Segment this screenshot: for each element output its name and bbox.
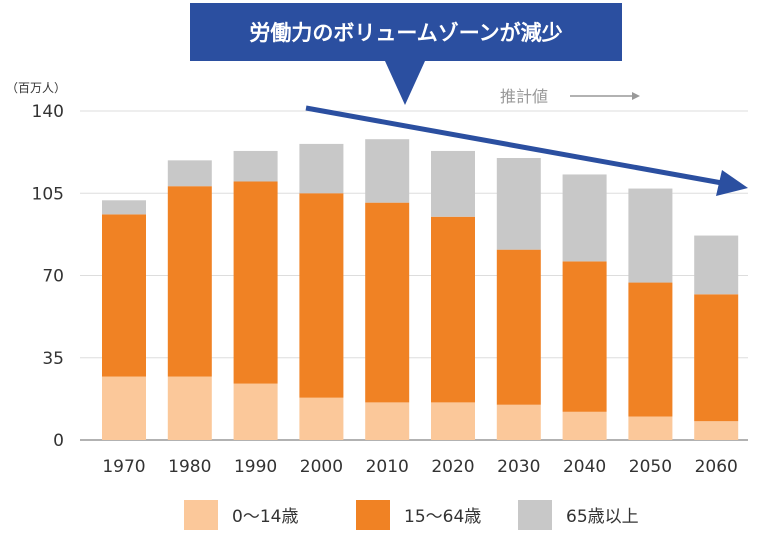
bar-segment-working xyxy=(431,216,475,403)
x-tick-label: 2060 xyxy=(695,457,738,477)
x-tick-label: 1980 xyxy=(168,457,211,477)
y-axis-ticks: 0 35 70 105 140 xyxy=(32,102,64,451)
title-banner-box xyxy=(190,3,622,61)
trend-arrow-line xyxy=(305,105,723,186)
x-tick-label: 2010 xyxy=(366,457,409,477)
bar-segment-working xyxy=(496,249,541,405)
x-tick-label: 1970 xyxy=(102,457,145,477)
legend-swatch xyxy=(518,500,552,530)
bar-segment-young xyxy=(233,383,278,440)
x-tick-label: 2000 xyxy=(300,457,343,477)
bar-segment-working xyxy=(694,294,739,422)
bar-segment-elderly xyxy=(431,150,475,217)
bar-segment-elderly xyxy=(496,158,541,250)
bar-segment-young xyxy=(628,416,673,440)
bar-segment-elderly xyxy=(167,160,212,187)
bar-segment-elderly xyxy=(102,200,146,215)
bar-segment-working xyxy=(299,193,344,398)
legend-swatch xyxy=(184,500,218,530)
legend-label: 0〜14歳 xyxy=(232,507,298,527)
projection-arrow-head xyxy=(632,92,640,100)
bars xyxy=(102,139,739,440)
title-banner: 労働力のボリュームゾーンが減少 xyxy=(190,3,622,105)
x-axis-ticks: 1970 1980 1990 2000 2010 2020 2030 2040 2050 2060 xyxy=(102,457,737,477)
chart-title: 労働力のボリュームゾーンが減少 xyxy=(249,21,562,45)
bar-segment-young xyxy=(299,397,344,440)
legend-label: 15〜64歳 xyxy=(404,507,481,527)
bar-segment-elderly xyxy=(628,188,673,283)
bar-segment-young xyxy=(167,376,212,440)
bar-segment-young xyxy=(431,402,475,440)
bar-segment-elderly xyxy=(562,174,607,262)
bar-segment-elderly xyxy=(694,235,739,295)
bar-segment-young xyxy=(365,402,410,440)
x-tick-label: 1990 xyxy=(234,457,277,477)
bar-segment-elderly xyxy=(365,139,410,203)
bar-segment-elderly xyxy=(299,143,344,194)
bar-segment-working xyxy=(233,181,278,384)
bar-segment-young xyxy=(562,411,607,440)
x-tick-label: 2040 xyxy=(563,457,606,477)
y-tick-label: 0 xyxy=(53,431,64,451)
projection-label: 推計値 xyxy=(500,87,548,106)
bar-segment-working xyxy=(628,282,673,417)
x-tick-label: 2020 xyxy=(431,457,474,477)
bar-segment-elderly xyxy=(233,150,278,182)
projection-indicator: 推計値 xyxy=(500,87,640,106)
x-tick-label: 2050 xyxy=(629,457,672,477)
y-tick-label: 70 xyxy=(42,267,64,287)
trend-arrow-head xyxy=(716,170,748,196)
legend-label: 65歳以上 xyxy=(566,507,639,527)
bar-segment-young xyxy=(694,421,739,440)
y-tick-label: 105 xyxy=(32,184,64,204)
bar-segment-working xyxy=(365,202,410,403)
title-banner-pointer xyxy=(385,61,425,105)
trend-arrow xyxy=(305,105,748,196)
bar-segment-working xyxy=(102,214,146,377)
y-tick-label: 35 xyxy=(42,349,64,369)
y-unit-label: （百万人） xyxy=(6,81,66,95)
y-tick-label: 140 xyxy=(32,102,64,122)
bar-segment-young xyxy=(102,376,146,440)
bar-segment-working xyxy=(562,261,607,412)
legend: 0〜14歳 15〜64歳 65歳以上 xyxy=(184,500,639,530)
legend-swatch xyxy=(356,500,390,530)
bar-segment-young xyxy=(496,404,541,440)
bar-segment-working xyxy=(167,186,212,377)
x-tick-label: 2030 xyxy=(497,457,540,477)
